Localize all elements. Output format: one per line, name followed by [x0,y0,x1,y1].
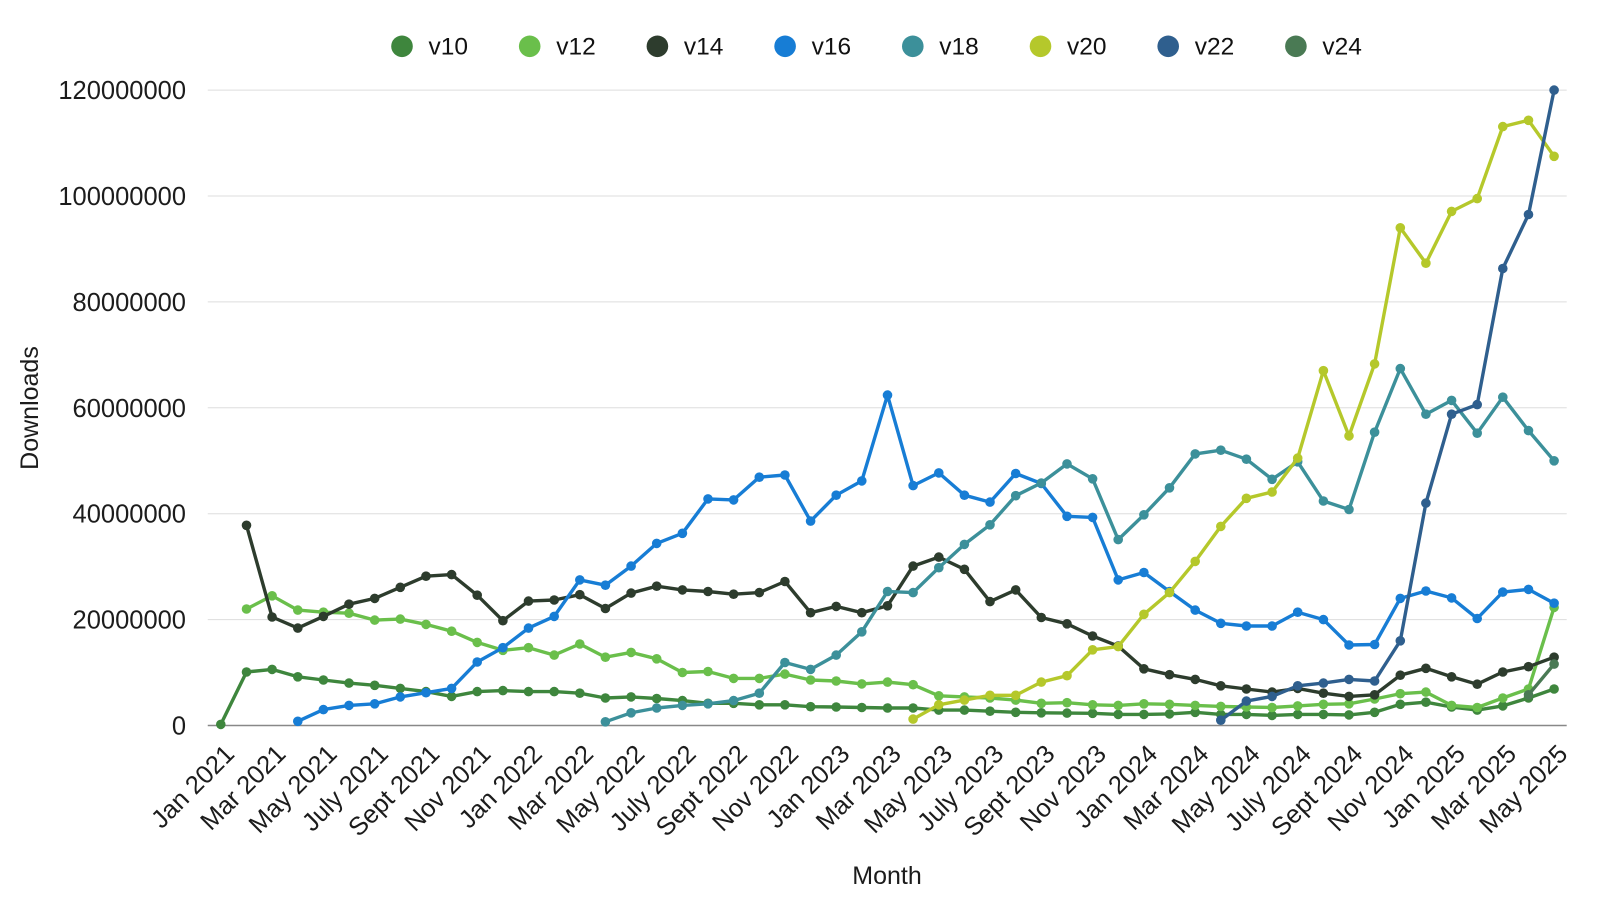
svg-text:v20: v20 [1067,34,1107,61]
svg-text:v22: v22 [1195,34,1235,61]
svg-text:Month: Month [852,862,921,890]
svg-text:v10: v10 [429,34,469,61]
svg-text:v12: v12 [556,34,596,61]
svg-text:80000000: 80000000 [73,289,186,317]
svg-text:20000000: 20000000 [73,607,186,635]
svg-text:120000000: 120000000 [58,77,186,105]
svg-text:Downloads: Downloads [16,346,44,470]
svg-text:100000000: 100000000 [58,183,186,211]
svg-text:v18: v18 [939,34,979,61]
svg-text:v24: v24 [1322,34,1362,61]
svg-text:60000000: 60000000 [73,395,186,423]
svg-text:v16: v16 [812,34,852,61]
svg-text:40000000: 40000000 [73,501,186,529]
svg-text:v14: v14 [684,34,724,61]
svg-text:0: 0 [172,713,186,741]
